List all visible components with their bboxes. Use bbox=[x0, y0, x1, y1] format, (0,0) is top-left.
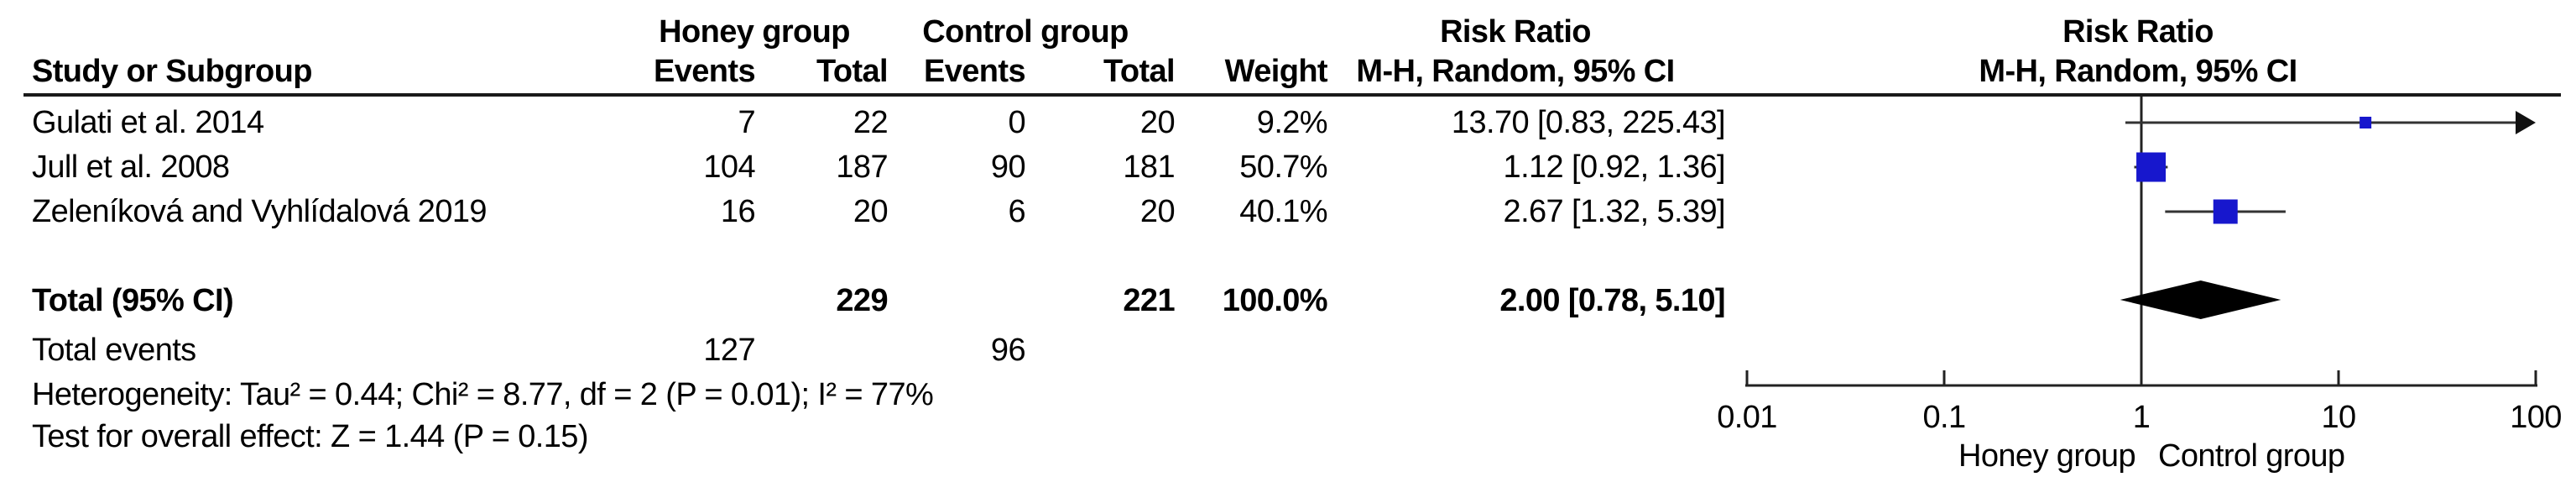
control-events: 6 bbox=[1008, 194, 1025, 229]
total-rr-ci: 2.00 [0.78, 5.10] bbox=[1499, 283, 1725, 318]
column-header-row: Study or Subgroup Events Total Events To… bbox=[0, 55, 2576, 88]
control-total: 20 bbox=[1139, 105, 1176, 140]
study-name: Zeleníková and Vyhlídalová 2019 bbox=[32, 194, 488, 229]
total-row: Total (95% CI) 229 221 100.0% 2.00 [0.78… bbox=[0, 284, 2576, 317]
risk-ratio-header-plot: Risk Ratio bbox=[2062, 14, 2214, 50]
control-events: 0 bbox=[1008, 105, 1025, 140]
table-row: Zeleníková and Vyhlídalová 2019 16 20 6 … bbox=[0, 195, 2576, 228]
control-total: 20 bbox=[1139, 194, 1176, 229]
weight-header: Weight bbox=[1224, 54, 1328, 89]
honey-total-header: Total bbox=[816, 54, 889, 89]
control-events: 90 bbox=[990, 149, 1026, 185]
total-label: Total (95% CI) bbox=[32, 283, 234, 318]
risk-ratio-header-stats: Risk Ratio bbox=[1440, 14, 1591, 50]
rr-ci-value: 2.67 [1.32, 5.39] bbox=[1503, 194, 1726, 229]
table-row: Gulati et al. 2014 7 22 0 20 9.2% 13.70 … bbox=[0, 106, 2576, 139]
tick-label: 10 bbox=[2321, 400, 2356, 435]
total-events-control: 96 bbox=[990, 333, 1026, 368]
total-weight: 100.0% bbox=[1222, 283, 1328, 318]
mh-ci-header-stats: M-H, Random, 95% CI bbox=[1356, 54, 1675, 89]
control-total: 181 bbox=[1123, 149, 1175, 185]
header-rule bbox=[23, 93, 2561, 97]
study-name: Gulati et al. 2014 bbox=[32, 105, 264, 140]
total-events-row: Total events 127 96 bbox=[0, 333, 2576, 367]
honey-total: 22 bbox=[853, 105, 889, 140]
tick-label: 0.1 bbox=[1922, 400, 1966, 435]
total-honey-total: 229 bbox=[836, 283, 888, 318]
axis-tick-labels: 0.01 0.1 1 10 100 bbox=[0, 401, 2576, 434]
honey-events-header: Events bbox=[653, 54, 756, 89]
control-group-header: Control group bbox=[922, 14, 1129, 50]
weight-value: 50.7% bbox=[1239, 149, 1327, 185]
favours-left-label: Honey group bbox=[1958, 438, 2136, 474]
honey-total: 20 bbox=[853, 194, 889, 229]
rr-ci-value: 1.12 [0.92, 1.36] bbox=[1503, 149, 1726, 185]
overall-effect-text: Test for overall effect: Z = 1.44 (P = 0… bbox=[32, 419, 588, 454]
heterogeneity-text: Heterogeneity: Tau² = 0.44; Chi² = 8.77,… bbox=[32, 377, 934, 412]
overall-effect-row: Test for overall effect: Z = 1.44 (P = 0… bbox=[0, 420, 2576, 453]
tick-label: 1 bbox=[2132, 400, 2151, 435]
weight-value: 9.2% bbox=[1256, 105, 1328, 140]
favours-right-label: Control group bbox=[2158, 438, 2345, 474]
total-events-honey: 127 bbox=[703, 333, 755, 368]
control-events-header: Events bbox=[923, 54, 1026, 89]
total-control-total: 221 bbox=[1123, 283, 1175, 318]
control-total-header: Total bbox=[1103, 54, 1176, 89]
study-col-header: Study or Subgroup bbox=[32, 54, 312, 89]
honey-events: 16 bbox=[720, 194, 756, 229]
rr-ci-value: 13.70 [0.83, 225.43] bbox=[1451, 105, 1726, 140]
group-header-row: Honey group Control group Risk Ratio Ris… bbox=[0, 15, 2576, 49]
total-events-label: Total events bbox=[32, 333, 196, 368]
tick-label: 100 bbox=[2510, 400, 2562, 435]
honey-events: 104 bbox=[703, 149, 755, 185]
heterogeneity-row: Heterogeneity: Tau² = 0.44; Chi² = 8.77,… bbox=[0, 378, 2576, 412]
honey-group-header: Honey group bbox=[659, 14, 850, 50]
mh-ci-header-plot: M-H, Random, 95% CI bbox=[1979, 54, 2297, 89]
honey-total: 187 bbox=[836, 149, 888, 185]
weight-value: 40.1% bbox=[1239, 194, 1327, 229]
study-name: Jull et al. 2008 bbox=[32, 149, 230, 185]
tick-label: 0.01 bbox=[1717, 400, 1777, 435]
axis-side-labels: Honey group Control group bbox=[0, 439, 2576, 473]
honey-events: 7 bbox=[738, 105, 755, 140]
table-row: Jull et al. 2008 104 187 90 181 50.7% 1.… bbox=[0, 150, 2576, 184]
